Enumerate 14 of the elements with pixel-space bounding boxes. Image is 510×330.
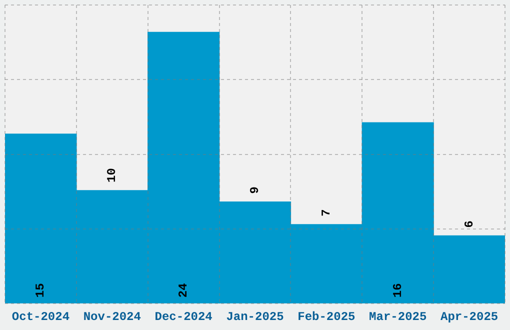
x-tick-label: Nov-2024 — [83, 310, 141, 324]
data-label: 16 — [390, 283, 405, 298]
data-label: 7 — [319, 209, 334, 216]
x-tick-label: Oct-2024 — [12, 310, 70, 324]
data-label: 24 — [176, 283, 191, 298]
x-tick-label: Jan-2025 — [226, 310, 284, 324]
data-label: 15 — [34, 283, 48, 298]
data-label: 6 — [462, 220, 476, 228]
x-tick-label: Mar-2025 — [369, 310, 427, 324]
x-tick-label: Feb-2025 — [298, 310, 356, 324]
data-label: 10 — [105, 168, 120, 182]
x-tick-label: Dec-2024 — [154, 310, 212, 324]
data-label: 9 — [248, 186, 262, 194]
x-tick-label: Apr-2025 — [440, 310, 498, 324]
